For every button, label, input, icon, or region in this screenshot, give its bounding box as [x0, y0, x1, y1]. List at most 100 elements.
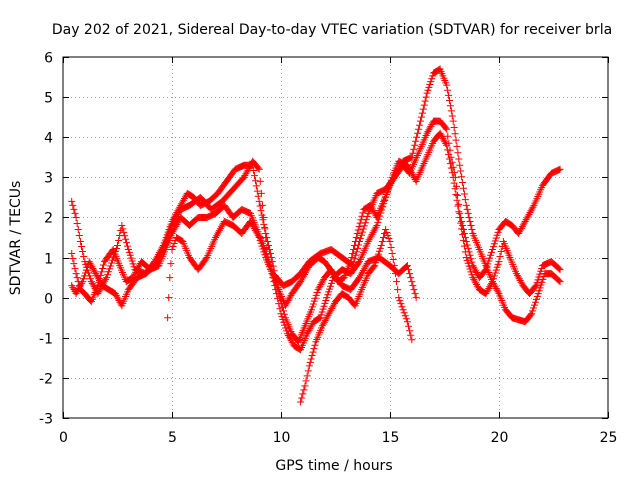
series-layer [68, 65, 564, 406]
data-point-marker [308, 306, 316, 314]
data-point-marker [371, 262, 379, 270]
data-point-marker [80, 275, 88, 283]
data-point-marker [176, 203, 184, 211]
data-point-marker [152, 254, 160, 262]
data-point-marker [69, 201, 77, 209]
data-point-marker [450, 179, 458, 187]
data-point-marker [407, 331, 415, 339]
data-point-marker [467, 221, 475, 229]
data-point-marker [73, 274, 81, 282]
data-point-marker [263, 234, 271, 241]
data-point-marker [370, 227, 378, 235]
data-point-marker [251, 226, 259, 234]
data-point-marker [74, 225, 82, 233]
data-point-marker [399, 306, 407, 314]
data-point-marker [243, 168, 251, 176]
data-point-marker [279, 307, 287, 315]
data-point-marker [408, 153, 416, 161]
data-point-marker [456, 161, 464, 169]
data-point-marker [522, 216, 530, 224]
data-point-marker [353, 229, 361, 237]
data-point-marker [366, 234, 374, 242]
data-point-marker [158, 243, 166, 251]
data-point-marker [350, 246, 358, 254]
data-point-marker [262, 229, 270, 237]
data-point-marker [533, 293, 541, 301]
data-point-marker [250, 166, 258, 174]
data-point-marker [106, 265, 114, 273]
data-point-marker [349, 250, 357, 258]
data-point-marker [358, 228, 366, 236]
data-point-marker [297, 398, 305, 406]
data-point-marker [357, 270, 365, 278]
data-point-marker [168, 246, 176, 254]
data-point-marker [258, 211, 266, 219]
data-point-marker [170, 240, 178, 248]
data-point-marker [405, 266, 413, 274]
data-point-marker [354, 244, 362, 252]
data-point-marker [408, 170, 416, 178]
data-point-marker [462, 201, 470, 209]
data-point-marker [464, 209, 472, 217]
data-point-marker [462, 254, 470, 262]
data-point-marker [442, 140, 450, 148]
data-point-marker [383, 228, 391, 236]
data-point-marker [348, 254, 356, 262]
data-point-marker [81, 269, 89, 277]
data-point-marker [459, 184, 467, 192]
data-point-marker [169, 243, 177, 251]
data-point-marker [409, 172, 417, 180]
data-point-marker [303, 265, 311, 273]
data-point-marker [265, 242, 273, 250]
y-tick-label: 2 [44, 211, 53, 227]
data-point-marker [526, 209, 534, 217]
data-point-marker [447, 164, 455, 172]
data-point-marker [425, 83, 433, 91]
data-point-marker [125, 248, 133, 256]
data-point-marker [416, 121, 424, 129]
y-tick-label: 5 [44, 91, 53, 107]
data-point-marker [465, 213, 473, 221]
data-point-marker [129, 260, 137, 268]
data-point-marker [379, 234, 387, 241]
data-point-marker [68, 250, 76, 258]
data-point-marker [531, 301, 539, 309]
data-point-marker [373, 256, 381, 264]
data-point-marker [370, 263, 378, 271]
data-point-marker [466, 217, 474, 225]
data-point-marker [322, 297, 330, 305]
data-point-marker [71, 265, 79, 273]
data-point-marker [164, 314, 172, 322]
data-point-marker [119, 225, 127, 233]
axis-layer: -3 -2 -1 0 1 2 3 4 5 6 0 5 10 15 20 25 [39, 51, 617, 447]
data-point-marker [456, 213, 464, 221]
data-point-marker [260, 248, 268, 256]
data-point-marker [265, 246, 273, 254]
data-point-marker [374, 253, 382, 261]
data-point-marker [324, 291, 332, 299]
data-point-marker [528, 310, 536, 318]
data-point-marker [86, 275, 94, 283]
data-point-marker [132, 268, 140, 276]
data-point-marker [121, 232, 129, 240]
data-point-marker [494, 260, 502, 268]
data-point-marker [384, 231, 392, 239]
data-point-marker [352, 234, 360, 241]
data-point-marker [355, 274, 363, 282]
data-point-marker [424, 86, 432, 94]
data-point-marker [313, 289, 321, 297]
data-point-marker [95, 288, 103, 296]
data-point-marker [253, 187, 261, 195]
data-point-marker [174, 219, 182, 227]
data-point-marker [321, 299, 329, 307]
data-point-marker [154, 250, 162, 258]
data-point-marker [311, 341, 319, 349]
data-point-marker [520, 219, 528, 227]
data-point-marker [494, 228, 502, 236]
data-point-marker [135, 263, 143, 271]
data-point-marker [528, 205, 536, 213]
data-point-marker [418, 109, 426, 117]
data-point-marker [308, 352, 316, 360]
data-point-marker [393, 278, 401, 286]
data-point-marker [374, 218, 382, 226]
